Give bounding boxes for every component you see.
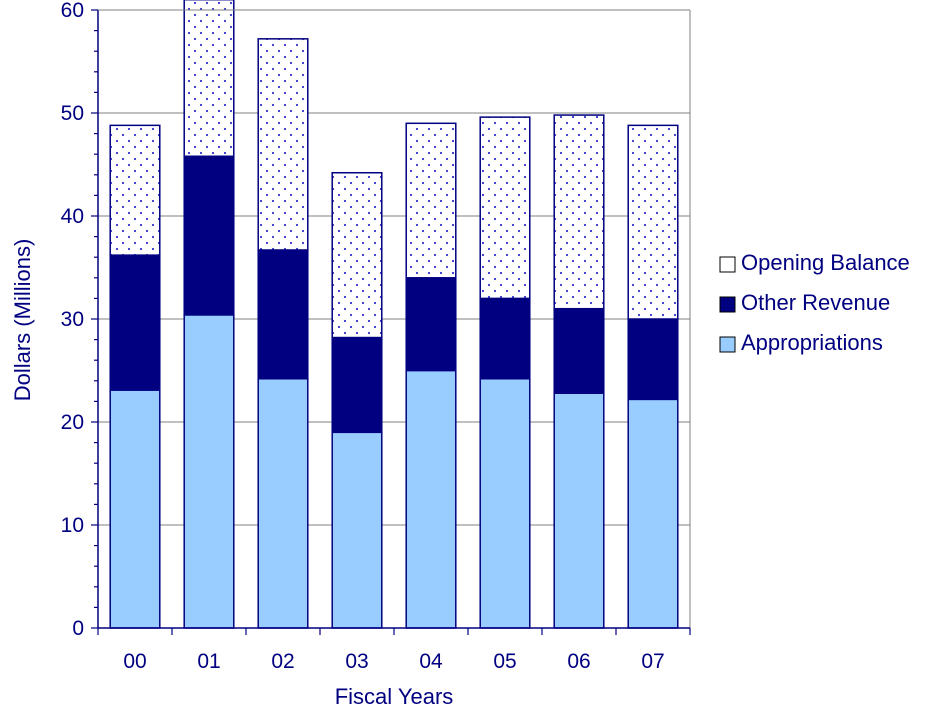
bar-opening-balance-05	[479, 116, 531, 300]
y-tick-label-60: 60	[61, 0, 84, 22]
legend-swatch-other-revenue	[719, 296, 736, 313]
legend-label-appropriations: Appropriations	[741, 330, 883, 355]
x-tick-label-00: 00	[123, 650, 146, 673]
x-tick-label-06: 06	[567, 650, 590, 673]
tick-labels: 0 10 20 30 40 50 60 00 01 02 03 04 05 06 07	[61, 0, 665, 673]
legend-label-other-revenue: Other Revenue	[741, 290, 890, 315]
x-tick-label-04: 04	[419, 650, 443, 673]
bar-other-revenue-00	[109, 254, 161, 391]
y-axis-title: Dollars (Millions)	[10, 239, 35, 402]
y-tick-label-10: 10	[61, 514, 84, 537]
x-tick-label-02: 02	[271, 650, 294, 673]
bar-opening-balance-02	[257, 38, 309, 251]
bar-other-revenue-05	[479, 297, 531, 380]
y-tick-label-30: 30	[61, 308, 84, 331]
bar-opening-balance-01	[183, 0, 235, 158]
bar-other-revenue-03	[331, 336, 383, 434]
bar-other-revenue-02	[257, 249, 309, 380]
x-tick-label-03: 03	[345, 650, 368, 673]
bar-appropriations-07	[627, 398, 679, 629]
bar-other-revenue-06	[553, 307, 605, 394]
bar-opening-balance-04	[405, 122, 457, 279]
y-tick-label-20: 20	[61, 411, 84, 434]
axes	[91, 9, 691, 635]
bar-other-revenue-01	[183, 155, 235, 316]
bar-appropriations-03	[331, 431, 383, 629]
bar-other-revenue-07	[627, 318, 679, 401]
bar-opening-balance-06	[553, 114, 605, 310]
bar-other-revenue-04	[405, 277, 457, 372]
bar-appropriations-01	[183, 314, 235, 629]
legend-swatch-opening-balance	[719, 256, 736, 273]
y-tick-label-40: 40	[61, 205, 84, 228]
y-tick-label-0: 0	[72, 617, 84, 640]
x-tick-label-05: 05	[493, 650, 516, 673]
bar-appropriations-06	[553, 392, 605, 629]
x-axis-title: Fiscal Years	[335, 684, 454, 709]
legend-swatch-appropriations	[719, 336, 736, 353]
bar-opening-balance-07	[627, 124, 679, 320]
bar-opening-balance-03	[331, 171, 383, 339]
bar-appropriations-02	[257, 377, 309, 629]
x-tick-label-01: 01	[197, 650, 220, 673]
legend-label-opening-balance: Opening Balance	[741, 250, 910, 275]
bar-appropriations-05	[479, 377, 531, 629]
x-tick-label-07: 07	[641, 650, 664, 673]
bar-opening-balance-00	[109, 124, 161, 256]
bar-appropriations-00	[109, 389, 161, 629]
y-tick-label-50: 50	[61, 102, 84, 125]
bar-appropriations-04	[405, 369, 457, 629]
legend: Opening Balance Other Revenue Appropriatio…	[719, 250, 910, 355]
bars	[109, 0, 679, 629]
